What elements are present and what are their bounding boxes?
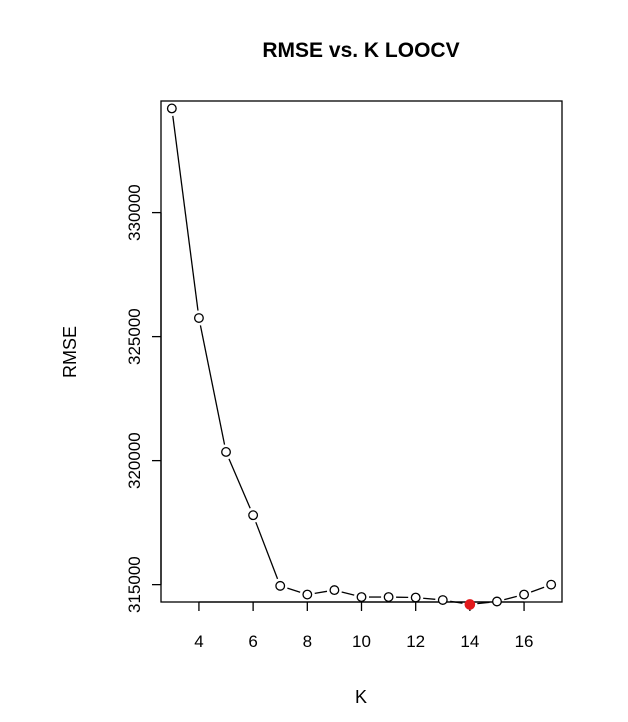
x-tick-label: 4 [194,632,203,651]
y-tick-label: 320000 [125,432,144,489]
y-axis: 315000 320000 325000 330000 [125,184,162,613]
data-point [329,585,340,596]
data-point [275,580,286,591]
series-segment [228,458,251,509]
data-point [302,589,313,600]
series-segment [287,587,301,593]
series-segment [504,595,517,601]
series-segment [530,586,545,593]
series-segment [255,521,279,580]
series-segment [314,590,328,594]
data-point [519,589,530,600]
data-point [166,103,177,114]
data-point [383,592,394,602]
y-axis-label: RMSE [60,326,80,378]
data-point [248,510,259,521]
chart-title: RMSE vs. K LOOCV [262,39,459,62]
series-segment [199,325,226,445]
series-segment [172,115,199,311]
y-tick-label: 325000 [125,308,144,365]
series-line [172,115,545,605]
data-point [221,446,231,457]
data-point [546,579,557,590]
series-segment [450,600,463,604]
data-point [437,595,448,605]
data-point [356,592,367,602]
series-segment [341,591,355,596]
y-tick-label: 315000 [125,556,144,613]
x-axis: 4 6 8 10 12 14 16 [194,601,534,651]
x-tick-label: 8 [303,632,312,651]
y-tick-label: 330000 [125,184,144,241]
highlight-point [464,599,476,610]
x-tick-label: 16 [515,632,534,651]
x-tick-label: 6 [248,632,257,651]
series-segment [477,601,490,605]
x-tick-label: 14 [460,632,479,651]
series-segment [423,597,436,600]
x-axis-label: K [355,687,367,707]
plot-area [160,100,563,603]
x-tick-label: 12 [406,632,425,651]
data-point [193,313,204,323]
data-point [410,592,421,603]
series-points [166,103,557,610]
x-tick-label: 10 [352,632,371,651]
data-point [492,596,502,607]
